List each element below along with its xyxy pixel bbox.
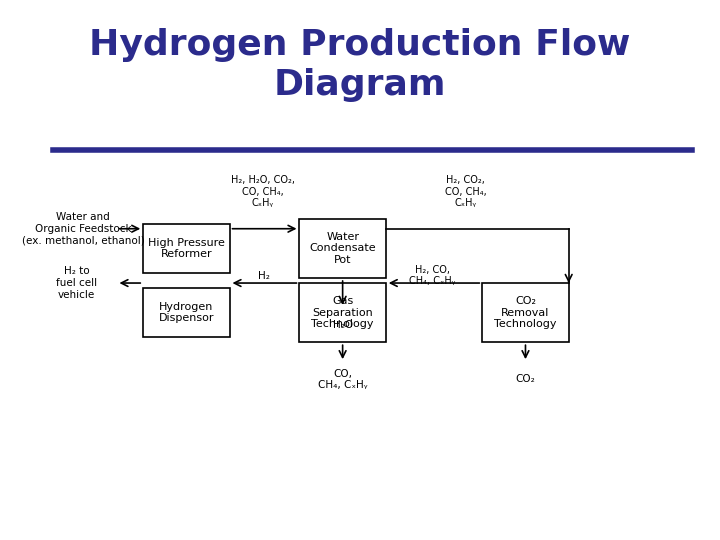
Text: H₂, H₂O, CO₂,
CO, CH₄,
CₓHᵧ: H₂, H₂O, CO₂, CO, CH₄, CₓHᵧ	[231, 175, 295, 208]
Text: H₂O: H₂O	[333, 320, 353, 330]
Text: CO₂: CO₂	[516, 374, 536, 384]
Text: Water
Condensate
Pot: Water Condensate Pot	[310, 232, 376, 265]
Text: H₂ to
fuel cell
vehicle: H₂ to fuel cell vehicle	[56, 266, 97, 300]
FancyBboxPatch shape	[482, 283, 569, 342]
FancyBboxPatch shape	[300, 283, 386, 342]
Text: Water and
Organic Feedstock
(ex. methanol, ethanol): Water and Organic Feedstock (ex. methano…	[22, 212, 145, 245]
Text: H₂, CO,
CH₄, CₓHᵧ: H₂, CO, CH₄, CₓHᵧ	[409, 265, 456, 286]
Text: CO,
CH₄, CₓHᵧ: CO, CH₄, CₓHᵧ	[318, 368, 367, 390]
Text: H₂: H₂	[258, 271, 270, 281]
FancyBboxPatch shape	[143, 224, 230, 273]
Text: H₂, CO₂,
CO, CH₄,
CₓHᵧ: H₂, CO₂, CO, CH₄, CₓHᵧ	[445, 175, 487, 208]
FancyBboxPatch shape	[143, 288, 230, 338]
Text: Gas
Separation
Technology: Gas Separation Technology	[311, 296, 374, 329]
Text: High Pressure
Reformer: High Pressure Reformer	[148, 238, 225, 259]
FancyBboxPatch shape	[300, 219, 386, 278]
Text: Hydrogen
Dispensor: Hydrogen Dispensor	[158, 302, 214, 323]
Text: CO₂
Removal
Technology: CO₂ Removal Technology	[494, 296, 557, 329]
Text: Hydrogen Production Flow
Diagram: Hydrogen Production Flow Diagram	[89, 28, 631, 102]
